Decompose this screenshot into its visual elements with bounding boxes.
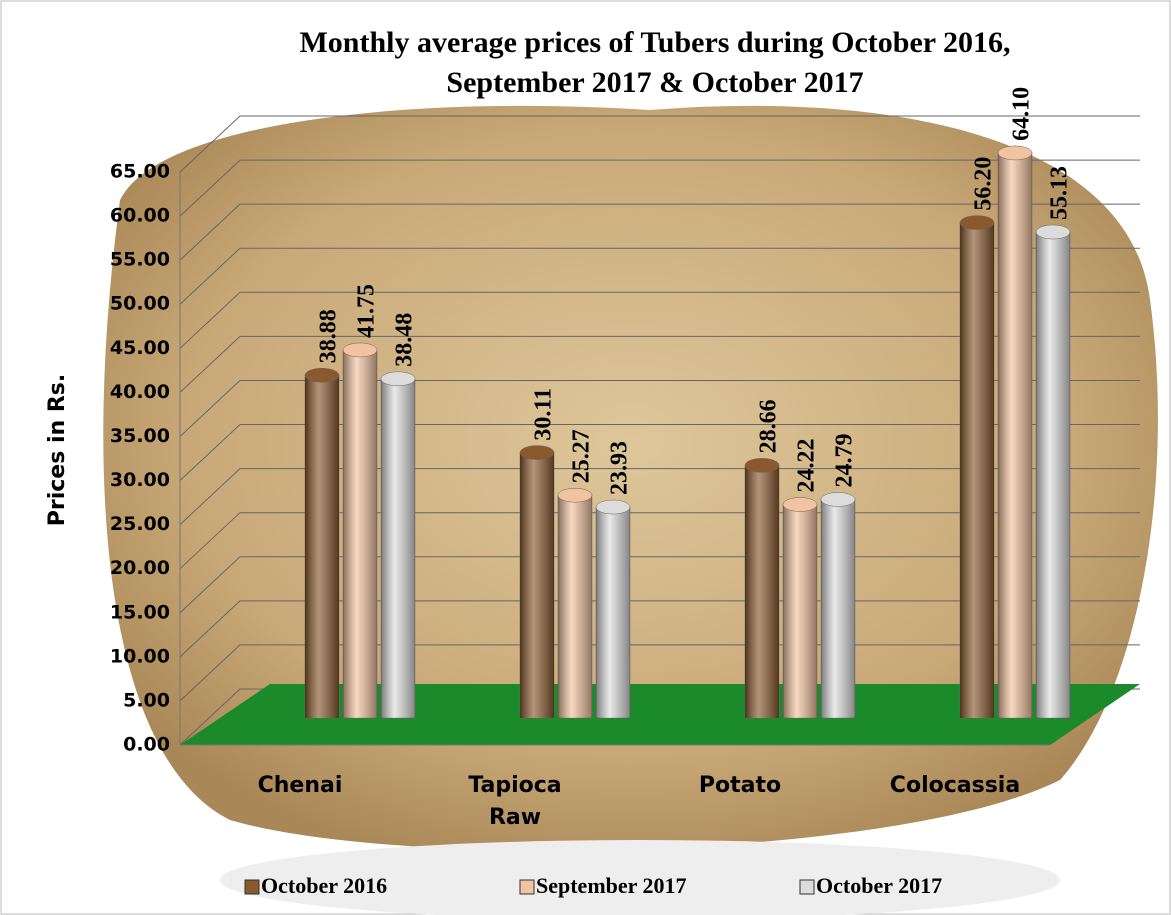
grid-line (179, 379, 1140, 437)
y-tick-label: 60.00 (110, 205, 170, 227)
value-label: 30.11 (531, 388, 557, 441)
y-tick-label: 20.00 (110, 557, 170, 579)
value-label: 55.13 (1047, 166, 1073, 220)
bar-shading (381, 378, 415, 718)
value-label: 25.27 (569, 429, 595, 483)
value-label: 41.75 (354, 284, 380, 338)
grid-line (179, 115, 1140, 173)
x-tick-label: Colocassia (889, 773, 1021, 798)
bar-shading (558, 495, 592, 718)
bar-shading (745, 465, 779, 718)
y-tick-label: 30.00 (110, 469, 170, 491)
bar-cap (820, 492, 856, 507)
grid-line (179, 468, 1140, 525)
value-label: 38.48 (392, 313, 418, 367)
bar-shading (520, 452, 554, 718)
y-tick-label: 45.00 (110, 337, 170, 359)
bar-shading (343, 349, 377, 718)
grid-line (179, 159, 1140, 217)
bar-shading (1036, 232, 1070, 718)
bar-shading (783, 504, 817, 718)
x-tick-label: Potato (698, 773, 782, 798)
y-tick-label: 5.00 (123, 689, 170, 711)
bar-cap (1035, 224, 1071, 240)
legend-label: October 2016 (261, 873, 387, 898)
legend-swatch (244, 879, 260, 895)
legend-swatch (799, 879, 815, 895)
grid-line (179, 424, 1140, 481)
grid-line (179, 203, 1140, 261)
y-tick-label: 65.00 (110, 161, 170, 183)
bar-cap (557, 487, 593, 503)
y-tick-label: 50.00 (110, 293, 170, 315)
bar-cap (782, 497, 818, 512)
reflection (220, 840, 1060, 915)
bar-shading (305, 375, 339, 718)
bar-shading (998, 152, 1032, 719)
bar-cap (519, 445, 555, 460)
floor (180, 684, 1140, 745)
chart-title: September 2017 & October 2017 (446, 66, 863, 99)
x-tick-label: Chenai (257, 773, 343, 798)
y-tick-label: 25.00 (110, 513, 170, 535)
bar-cap (744, 458, 780, 473)
value-label: 24.79 (832, 433, 858, 487)
legend-label: October 2017 (816, 873, 942, 898)
bar-cap (959, 215, 995, 230)
y-tick-label: 55.00 (110, 249, 170, 271)
value-label: 23.93 (607, 441, 633, 495)
grid-line (179, 247, 1140, 305)
value-label: 38.88 (316, 309, 342, 363)
value-label: 24.22 (794, 438, 820, 492)
y-tick-label: 35.00 (110, 425, 170, 447)
chart-title: Monthly average prices of Tubers during … (299, 26, 1010, 59)
y-tick-label: 15.00 (110, 601, 170, 623)
y-tick-label: 10.00 (110, 645, 170, 667)
legend: October 2016 September 2017 October 2017 (244, 873, 942, 898)
bar-shading (821, 499, 855, 718)
value-label: 56.20 (971, 157, 997, 211)
value-label: 28.66 (756, 399, 782, 453)
bar-cap (380, 371, 416, 387)
bars (304, 145, 1071, 719)
value-label: 64.10 (1009, 87, 1035, 141)
bar-cap (304, 368, 340, 383)
legend-label: September 2017 (536, 873, 687, 898)
legend-swatch (519, 879, 535, 895)
x-tick-label: Tapioca Raw (468, 773, 562, 830)
bar-cap (342, 342, 378, 358)
bar-shading (596, 507, 630, 718)
bar-cap (997, 145, 1033, 161)
bar-shading (960, 222, 994, 718)
grid-line (179, 291, 1140, 349)
y-tick-label: 40.00 (110, 381, 170, 403)
bar-cap (595, 499, 631, 515)
y-axis-label: Prices in Rs. (45, 374, 70, 527)
y-tick-label: 0.00 (123, 734, 170, 756)
grid-line (179, 335, 1140, 393)
